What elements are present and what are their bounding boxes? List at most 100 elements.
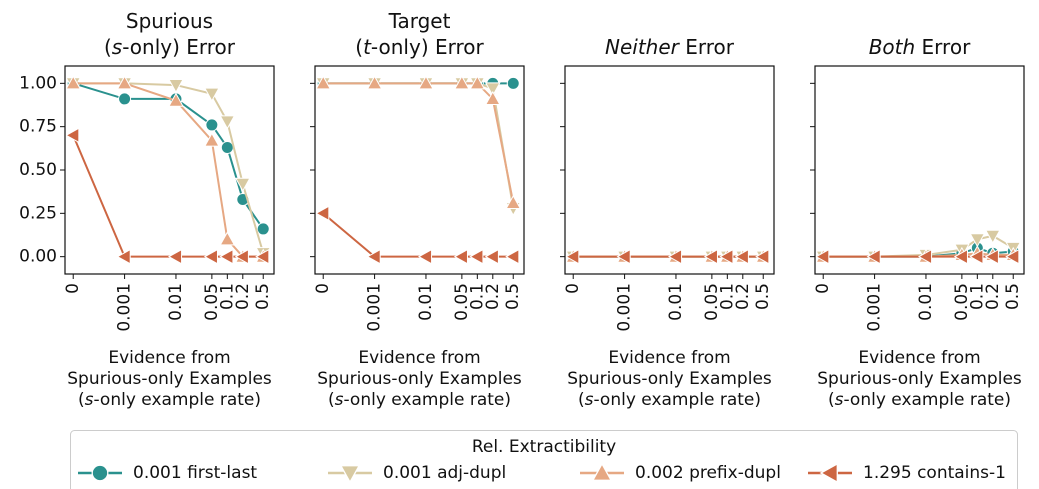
legend-label: 0.002 prefix-dupl (635, 463, 781, 483)
y-tick-label: 1.00 (19, 73, 57, 93)
plot-frame (64, 65, 275, 275)
x-axis-label: (s-only example rate) (578, 390, 761, 410)
marker (167, 248, 183, 265)
marker (953, 248, 968, 265)
marker (256, 222, 270, 236)
x-tick-label: 0.05 (702, 283, 722, 321)
x-axis-label: Spurious-only Examples (67, 369, 272, 389)
marker (366, 248, 381, 265)
panel-title-part: t (363, 35, 372, 59)
marker (315, 75, 332, 90)
x-tick-label: 0.2 (983, 283, 1003, 310)
x-axis-label-part: Evidence from (108, 348, 230, 368)
plot-frame (564, 65, 775, 275)
x-tick-label: 0.01 (416, 283, 436, 321)
marker (703, 248, 718, 265)
marker (453, 248, 468, 265)
marker (1005, 248, 1020, 265)
marker (219, 115, 236, 130)
panel-title-part: -only) Error (371, 35, 485, 59)
x-tick-label: 0.5 (1003, 283, 1023, 310)
x-axis-label-part: ( (828, 390, 835, 410)
marker (65, 75, 82, 90)
x-axis-label: Evidence from (608, 348, 730, 368)
x-axis-label-part: Spurious-only Examples (317, 369, 522, 389)
x-tick-label: 0 (63, 283, 83, 294)
panel-title-part: ( (355, 35, 363, 59)
series-line (322, 212, 514, 258)
x-tick-label: 0.05 (452, 283, 472, 321)
panel-title-part: Error (915, 35, 971, 59)
x-axis-label-part: Spurious-only Examples (67, 369, 272, 389)
x-tick-label: 0.5 (503, 283, 523, 310)
marker (969, 233, 986, 248)
marker (734, 248, 749, 265)
x-tick-label: 0.01 (166, 283, 186, 321)
marker (484, 248, 499, 265)
x-tick-label: 0 (313, 283, 333, 294)
marker (719, 248, 734, 265)
x-tick-label: 0.1 (967, 283, 987, 310)
series-line (72, 82, 265, 230)
x-tick-label: 0.001 (615, 283, 635, 332)
x-axis-label-part: Spurious-only Examples (817, 369, 1022, 389)
x-tick-label: 0.001 (115, 283, 135, 332)
panel-title-part: Both (869, 35, 915, 59)
legend-title: Rel. Extractibility (472, 437, 616, 457)
x-tick-label: 0 (813, 283, 833, 294)
x-tick-label: 0.1 (217, 283, 237, 310)
panel-title: Neither Error (605, 35, 735, 59)
x-tick-label: 0.1 (717, 283, 737, 310)
marker (219, 231, 236, 246)
marker (339, 465, 361, 484)
x-tick-label: 0.1 (467, 283, 487, 310)
y-tick-label: 0.25 (19, 203, 57, 223)
x-tick-label: 0.05 (952, 283, 972, 321)
x-axis-label-part: -only example rate) (343, 390, 511, 410)
panel-title: (t-only) Error (355, 35, 484, 59)
marker (204, 87, 220, 102)
marker (819, 462, 838, 484)
marker (505, 194, 522, 210)
marker (917, 248, 933, 265)
plot-frame (314, 65, 525, 275)
marker (91, 464, 109, 482)
x-axis-label-part: Spurious-only Examples (567, 369, 772, 389)
x-tick-label: 0.2 (733, 283, 753, 310)
marker (255, 248, 270, 265)
marker (118, 92, 132, 106)
x-axis-label-part: s (85, 390, 94, 410)
x-axis-label-part: Evidence from (858, 348, 980, 368)
marker (366, 75, 383, 90)
marker (469, 75, 486, 90)
x-axis-label-part: -only example rate) (93, 390, 261, 410)
marker (984, 229, 1001, 244)
series-line (323, 82, 515, 209)
marker (65, 127, 80, 144)
marker (484, 90, 501, 106)
marker (616, 248, 631, 265)
x-axis-label-part: -only example rate) (593, 390, 761, 410)
marker (969, 248, 984, 265)
marker (469, 248, 484, 265)
y-tick-label: 0.50 (19, 160, 57, 180)
marker (205, 118, 219, 132)
panel-title-part: Error (679, 35, 735, 59)
x-axis-label-part: ( (578, 390, 585, 410)
legend-label: 0.001 adj-dupl (383, 463, 506, 483)
x-axis-label: Spurious-only Examples (817, 369, 1022, 389)
marker (234, 177, 251, 192)
marker (505, 248, 520, 265)
x-tick-label: 0.2 (483, 283, 503, 310)
x-axis-label: Spurious-only Examples (567, 369, 772, 389)
marker (866, 248, 881, 265)
series-line (73, 82, 265, 254)
x-axis-label-part: ( (78, 390, 85, 410)
x-tick-label: 0.05 (202, 283, 222, 321)
panel-title-part: Neither (605, 35, 681, 59)
marker (203, 248, 218, 265)
marker (204, 132, 220, 147)
x-tick-label: 0.01 (916, 283, 936, 321)
marker (116, 248, 131, 265)
marker (315, 205, 330, 222)
